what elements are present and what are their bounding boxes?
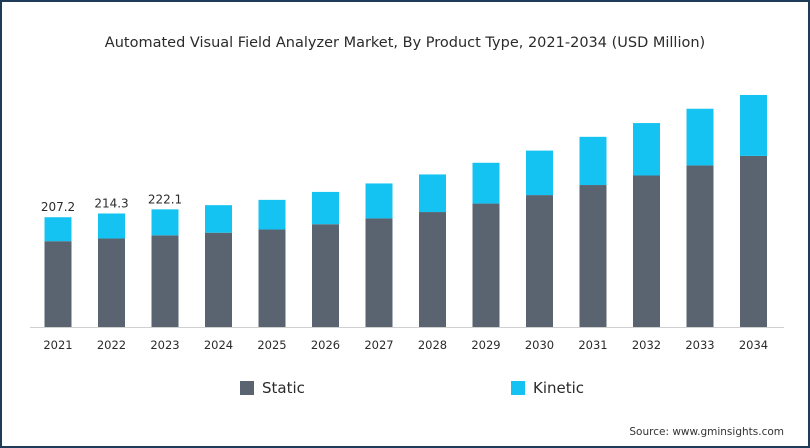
bar-static-2025 <box>258 229 286 327</box>
data-label-2023: 222.1 <box>148 192 182 206</box>
x-tick-label-2023: 2023 <box>150 338 179 352</box>
data-label-2022: 214.3 <box>94 196 128 210</box>
legend-label-static: Static <box>262 379 305 397</box>
bar-kinetic-2031 <box>579 136 607 186</box>
x-tick-label-2024: 2024 <box>204 338 233 352</box>
bar-kinetic-2024 <box>205 205 232 233</box>
bar-kinetic-2022 <box>98 213 125 239</box>
x-tick-label-2033: 2033 <box>685 338 714 352</box>
bar-static-2027 <box>365 218 393 327</box>
x-tick-label-2029: 2029 <box>471 338 500 352</box>
x-tick-label-2021: 2021 <box>43 338 72 352</box>
source-note: Source: www.gminsights.com <box>629 426 784 438</box>
bar-static-2026 <box>312 224 339 327</box>
bar-kinetic-2027 <box>365 183 393 219</box>
chart-title: Automated Visual Field Analyzer Market, … <box>104 35 706 51</box>
x-tick-label-2026: 2026 <box>311 338 340 352</box>
x-tick-label-2030: 2030 <box>525 338 554 352</box>
bar-kinetic-2030 <box>526 150 553 196</box>
bar-static-2034 <box>740 155 767 327</box>
bar-static-2023 <box>151 235 179 327</box>
bar-static-2031 <box>579 185 607 327</box>
x-tick-label-2034: 2034 <box>739 338 768 352</box>
x-tick-label-2028: 2028 <box>418 338 447 352</box>
x-tick-label-2022: 2022 <box>97 338 126 352</box>
x-tick-label-2027: 2027 <box>364 338 393 352</box>
legend-item-static: Static <box>240 379 305 397</box>
bar-static-2033 <box>686 165 714 327</box>
bar-kinetic-2021 <box>44 217 72 242</box>
x-tick-label-2025: 2025 <box>257 338 286 352</box>
bar-kinetic-2026 <box>312 191 339 225</box>
legend-item-kinetic: Kinetic <box>511 379 584 397</box>
bar-static-2022 <box>98 238 125 327</box>
legend: Static Kinetic <box>2 379 808 403</box>
legend-label-kinetic: Kinetic <box>533 379 585 397</box>
bar-kinetic-2033 <box>686 108 714 166</box>
x-tick-label-2032: 2032 <box>632 338 661 352</box>
bar-static-2028 <box>419 212 446 327</box>
legend-swatch-static <box>240 381 254 395</box>
bar-static-2024 <box>205 232 232 327</box>
bar-kinetic-2028 <box>419 174 446 213</box>
bar-static-2032 <box>633 175 660 327</box>
bar-kinetic-2025 <box>258 199 286 230</box>
data-label-2021: 207.2 <box>41 200 75 214</box>
bar-kinetic-2032 <box>633 123 660 176</box>
bar-kinetic-2029 <box>472 162 500 204</box>
bar-kinetic-2023 <box>151 209 179 236</box>
legend-swatch-kinetic <box>511 381 525 395</box>
bar-static-2030 <box>526 195 553 327</box>
bar-static-2029 <box>472 203 500 327</box>
bar-static-2021 <box>44 241 72 327</box>
bar-kinetic-2034 <box>740 94 767 156</box>
x-tick-label-2031: 2031 <box>578 338 607 352</box>
